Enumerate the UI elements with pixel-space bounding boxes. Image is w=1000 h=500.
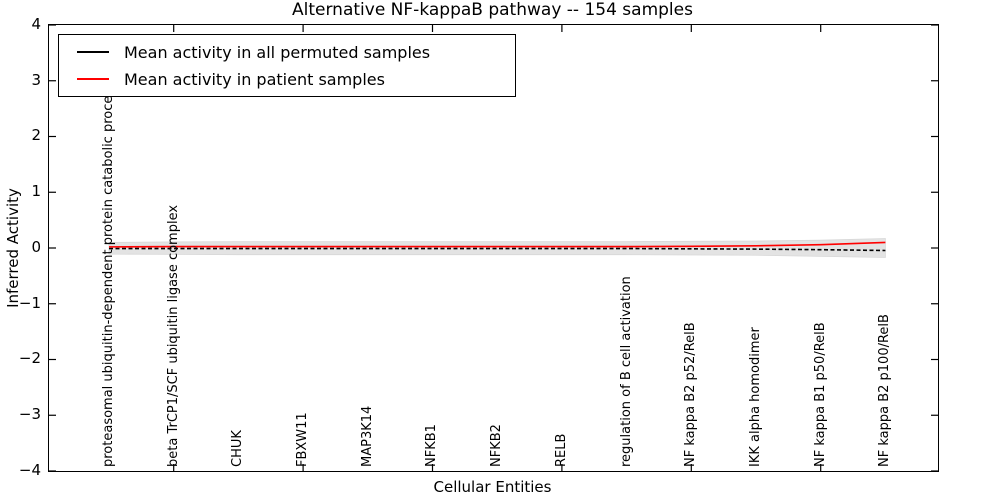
y-tick-label: −1 [18, 294, 41, 312]
x-category-label: NF kappa B2 p100/RelB [877, 314, 892, 467]
x-category-label: IKK alpha homodimer [748, 327, 763, 467]
legend-line-permuted-samples [77, 51, 109, 53]
legend-label-permuted-samples: Mean activity in all permuted samples [124, 42, 431, 62]
plot-area: proteasomal ubiquitin-dependent protein … [48, 24, 939, 472]
legend-row-patient: Mean activity in patient samples [59, 69, 515, 89]
x-category-label: CHUK [230, 430, 245, 467]
x-category-label: MAP3K14 [360, 405, 375, 467]
chart-canvas [49, 25, 938, 471]
y-tick-label: 1 [31, 182, 41, 200]
y-tick-label: 0 [31, 238, 41, 256]
x-category-label: FBXW11 [295, 412, 310, 467]
chart-title: Alternative NF-kappaB pathway -- 154 sam… [292, 0, 693, 20]
x-category-label: RELB [554, 433, 569, 467]
x-category-label: NFKB2 [489, 424, 504, 467]
y-tick-label: −3 [18, 405, 41, 423]
legend-line-patient-samples [77, 78, 109, 80]
legend-row-permuted: Mean activity in all permuted samples [59, 42, 515, 62]
y-tick-label: 2 [31, 126, 41, 144]
y-tick-label: 3 [31, 71, 41, 89]
x-category-label: NF kappa B2 p52/RelB [683, 322, 698, 467]
y-tick-label: −2 [18, 349, 41, 367]
y-tick-label: 4 [31, 15, 41, 33]
x-category-label: NF kappa B1 p50/RelB [813, 322, 828, 467]
x-category-label: beta TrCP1/SCF ubiquitin ligase complex [166, 204, 181, 467]
x-category-label: regulation of B cell activation [619, 276, 634, 467]
x-category-label: proteasomal ubiquitin-dependent protein … [101, 82, 116, 467]
legend: Mean activity in all permuted samples Me… [58, 34, 516, 97]
y-tick-label: −4 [18, 461, 41, 479]
x-axis-title: Cellular Entities [433, 478, 552, 496]
x-category-label: NFKB1 [424, 424, 439, 467]
legend-label-patient-samples: Mean activity in patient samples [124, 69, 385, 89]
